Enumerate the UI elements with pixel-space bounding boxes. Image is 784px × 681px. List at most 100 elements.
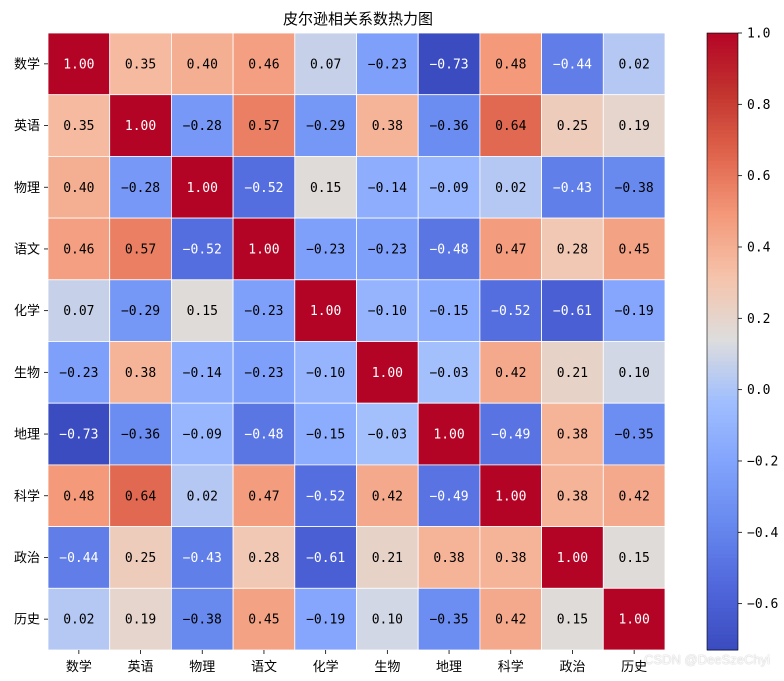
colorbar-band-82 (707, 329, 738, 335)
heatmap-cell-label-8-0: −0.44 (59, 551, 98, 566)
colorbar-band-122 (707, 175, 738, 181)
colorbar-band-54 (707, 437, 738, 443)
colorbar-band-96 (707, 275, 738, 281)
y-tick-label-3: 语文 (14, 242, 40, 257)
colorbar-band-13 (707, 596, 738, 601)
heatmap-cell-label-4-2: 0.15 (187, 304, 218, 319)
heatmap-cell-label-1-8: 0.25 (557, 119, 588, 134)
colorbar-band-17 (707, 580, 738, 585)
heatmap-cell-2-1 (109, 155, 172, 219)
colorbar-band-21 (707, 565, 738, 570)
colorbar-band-24 (707, 553, 738, 558)
colorbar-band-137 (707, 117, 738, 123)
colorbar-band-18 (707, 576, 738, 582)
heatmap-cell-label-2-8: −0.43 (553, 181, 592, 196)
heatmap-cell-label-7-0: 0.48 (63, 489, 94, 504)
heatmap-cell-label-4-4: 1.00 (310, 304, 341, 319)
heatmap-cell-label-6-2: −0.09 (183, 428, 222, 443)
colorbar-band-91 (707, 295, 738, 300)
colorbar-band-53 (707, 441, 738, 447)
colorbar-band-130 (707, 144, 738, 150)
heatmap-cell-label-7-5: 0.42 (372, 489, 403, 504)
colorbar-band-30 (707, 530, 738, 535)
heatmap-cell-label-3-8: 0.28 (557, 242, 588, 257)
colorbar-band-64 (707, 399, 738, 404)
colorbar-band-98 (707, 268, 738, 273)
heatmap-cell-label-4-1: −0.29 (121, 304, 160, 319)
colorbar-tick-label-2: 0.6 (747, 169, 770, 184)
colorbar-band-1 (707, 642, 738, 647)
heatmap-cell-label-7-3: 0.47 (248, 489, 279, 504)
colorbar-band-63 (707, 403, 738, 408)
colorbar-band-43 (707, 480, 738, 485)
colorbar-band-142 (707, 98, 738, 103)
colorbar-band-33 (707, 518, 738, 524)
heatmap-cell-label-0-1: 0.35 (125, 57, 156, 72)
heatmap-cell-0-1 (109, 32, 172, 96)
heatmap-cell-1-5 (356, 94, 419, 157)
heatmap-cell-label-7-2: 0.02 (187, 489, 218, 504)
colorbar-band-143 (707, 94, 738, 100)
heatmap-cell-label-8-6: 0.38 (433, 551, 464, 566)
heatmap-cell-label-9-4: −0.19 (306, 613, 345, 628)
colorbar-band-8 (707, 615, 738, 620)
heatmap-cell-0-2 (170, 32, 234, 96)
y-tick-label-7: 科学 (14, 488, 40, 504)
heatmap-cell-5-5 (356, 341, 419, 404)
colorbar-band-25 (707, 549, 738, 555)
colorbar-band-27 (707, 542, 738, 547)
colorbar-band-93 (707, 287, 738, 292)
heatmap-cell-3-6 (417, 217, 481, 281)
colorbar-band-45 (707, 472, 738, 477)
colorbar-band-141 (707, 102, 738, 107)
colorbar-band-42 (707, 484, 738, 489)
heatmap-cell-label-2-4: 0.15 (310, 181, 341, 196)
colorbar-band-153 (707, 56, 738, 61)
heatmap-cell-label-0-2: 0.40 (187, 57, 218, 72)
colorbar-band-56 (707, 430, 738, 435)
colorbar-band-55 (707, 434, 738, 439)
y-tick-label-9: 历史 (14, 613, 40, 628)
colorbar-band-57 (707, 426, 738, 431)
colorbar-band-35 (707, 511, 738, 516)
heatmap-cell-label-8-4: −0.61 (306, 551, 345, 566)
heatmap-cell-8-3 (232, 526, 296, 589)
heatmap-cell-3-0 (47, 217, 111, 281)
heatmap-cell-label-4-0: 0.07 (63, 304, 94, 319)
colorbar-tick-label-8: −0.6 (747, 597, 778, 612)
x-axis: 数学 英语 物理 语文 化学 生物 地理 科学 政治 历史 (66, 650, 647, 675)
heatmap-cell-7-1 (109, 464, 172, 527)
heatmap-cell-labels: 1.00 0.35 0.40 0.46 0.07 −0.23 −0.73 0.48 −0.44 0… (59, 57, 653, 627)
heatmap-cell-8-8 (541, 526, 604, 589)
heatmap-cell-4-1 (109, 279, 172, 342)
colorbar-band-116 (707, 198, 738, 204)
colorbar-band-100 (707, 260, 738, 265)
heatmap-cell-label-8-2: −0.43 (183, 551, 222, 566)
colorbar-band-114 (707, 206, 738, 211)
heatmap-cell-3-5 (356, 217, 419, 281)
heatmap-cell-0-5 (356, 32, 419, 96)
colorbar-band-95 (707, 279, 738, 285)
colorbar-band-50 (707, 453, 738, 458)
colorbar-band-151 (707, 63, 738, 69)
colorbar-band-112 (707, 214, 738, 219)
heatmap-cell-2-2 (170, 155, 234, 219)
heatmap-cell-label-4-9: −0.19 (615, 304, 654, 319)
heatmap-cell-label-6-6: 1.00 (433, 428, 464, 443)
colorbar-band-148 (707, 75, 738, 80)
heatmap-cell-label-0-3: 0.46 (248, 57, 279, 72)
heatmap-cell-label-4-7: −0.52 (491, 304, 530, 319)
heatmap-cell-5-8 (541, 341, 604, 404)
x-tick-label-2: 物理 (189, 660, 215, 675)
colorbar-band-71 (707, 372, 738, 377)
colorbar-band-22 (707, 561, 738, 566)
heatmap-cell-label-0-4: 0.07 (310, 57, 341, 72)
colorbar-tick-label-1: 0.8 (747, 98, 770, 113)
heatmap-cell-label-9-3: 0.45 (248, 613, 279, 628)
heatmap-cell-4-7 (479, 279, 542, 342)
colorbar-band-44 (707, 476, 738, 481)
heatmap-cell-label-7-9: 0.42 (618, 489, 649, 504)
colorbar-band-51 (707, 449, 738, 454)
colorbar-band-128 (707, 152, 738, 157)
